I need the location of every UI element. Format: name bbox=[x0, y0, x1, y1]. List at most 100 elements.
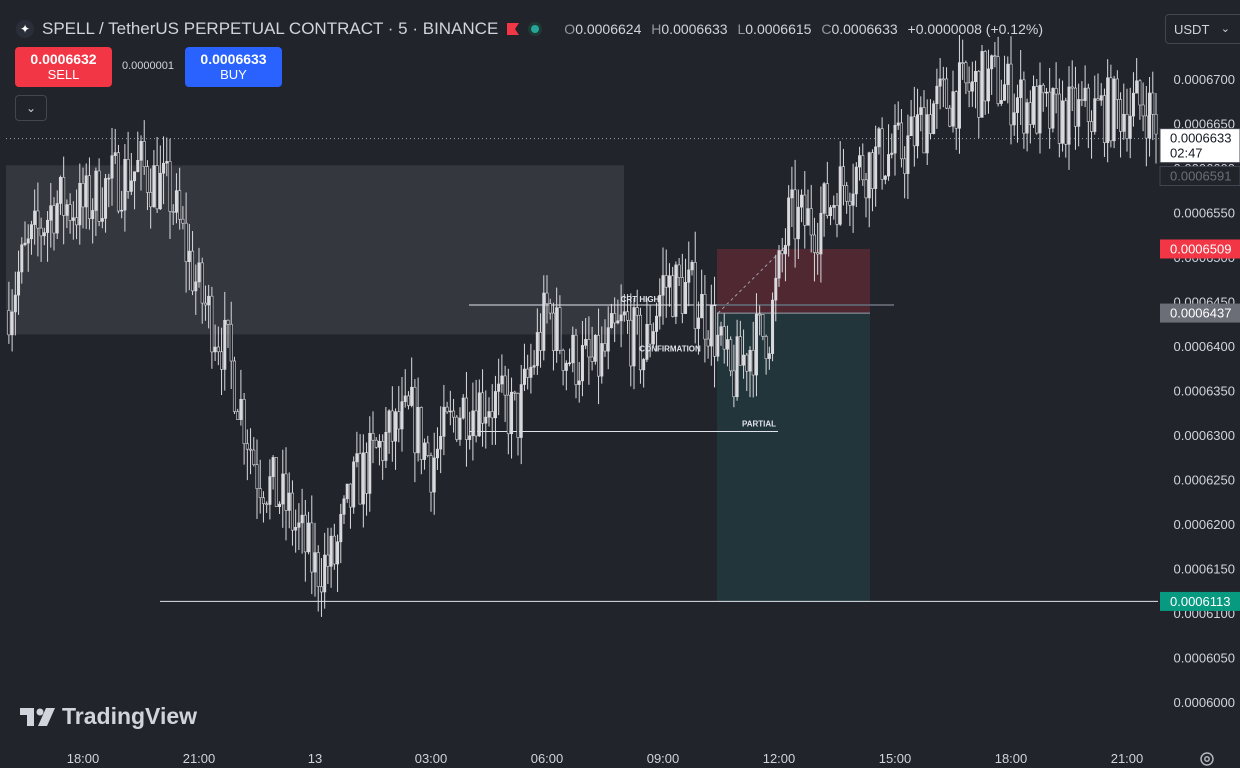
candle bbox=[42, 227, 46, 246]
candle bbox=[800, 189, 804, 223]
candle bbox=[377, 434, 381, 466]
candle bbox=[638, 307, 642, 384]
candle bbox=[258, 459, 262, 514]
candle-body bbox=[152, 165, 156, 208]
candle bbox=[767, 346, 771, 370]
candle-body bbox=[941, 78, 945, 81]
candle bbox=[938, 58, 942, 110]
candle bbox=[880, 117, 884, 190]
candle bbox=[516, 392, 520, 456]
candle-body bbox=[961, 62, 965, 64]
candle bbox=[1035, 79, 1039, 135]
candle bbox=[458, 407, 462, 446]
candle-body bbox=[832, 205, 836, 208]
candle-body bbox=[377, 440, 381, 448]
candle-body bbox=[858, 155, 862, 168]
candle-body bbox=[419, 407, 423, 460]
symbol-title[interactable]: SPELL / TetherUS PERPETUAL CONTRACT · 5 … bbox=[42, 19, 499, 38]
candle-body bbox=[680, 277, 684, 314]
candle bbox=[152, 150, 156, 208]
candle bbox=[510, 377, 514, 459]
time-axis[interactable]: 18:00 21:00 13 03:00 06:00 09:00 12:00 15:00 18:… bbox=[67, 751, 1144, 766]
candle bbox=[271, 455, 275, 490]
candle bbox=[922, 90, 926, 154]
candle-body bbox=[36, 210, 40, 229]
candle-body bbox=[841, 166, 845, 186]
candle-body bbox=[403, 395, 407, 402]
candle-body bbox=[922, 107, 926, 154]
candle-body bbox=[142, 140, 146, 167]
candle bbox=[561, 348, 565, 386]
tradingview-logo[interactable]: TradingView bbox=[20, 703, 197, 730]
flag-icon[interactable] bbox=[506, 22, 520, 36]
candle bbox=[780, 237, 784, 273]
candle-body bbox=[207, 295, 211, 306]
candle-body bbox=[252, 449, 256, 465]
candle-body bbox=[957, 62, 961, 129]
candle bbox=[758, 305, 762, 336]
candle-body bbox=[648, 323, 652, 345]
candle-body bbox=[181, 218, 185, 224]
candle-body bbox=[1148, 92, 1152, 139]
candle-body bbox=[1086, 87, 1090, 122]
candle-body bbox=[239, 399, 243, 420]
candle bbox=[848, 192, 852, 227]
candle bbox=[526, 354, 530, 390]
candle-body bbox=[100, 218, 104, 222]
candle bbox=[568, 348, 572, 367]
candle-body bbox=[812, 234, 816, 253]
candle-body bbox=[1009, 63, 1013, 126]
currency-select[interactable]: USDT ⌄ bbox=[1165, 14, 1240, 44]
candle-body bbox=[758, 313, 762, 316]
candle bbox=[46, 211, 50, 262]
candle bbox=[571, 326, 575, 373]
candle-body bbox=[503, 375, 507, 396]
candle bbox=[1106, 59, 1110, 163]
candle bbox=[403, 369, 407, 408]
candle-body bbox=[220, 351, 224, 370]
candle-body bbox=[410, 386, 414, 406]
candle bbox=[493, 375, 497, 445]
candle-body bbox=[513, 391, 517, 394]
sell-button[interactable]: 0.0006632 SELL bbox=[15, 47, 112, 87]
candle bbox=[861, 143, 865, 186]
candle bbox=[745, 352, 749, 391]
candle bbox=[75, 189, 79, 240]
candle bbox=[419, 406, 423, 475]
candle bbox=[783, 228, 787, 282]
candle bbox=[245, 429, 249, 481]
candle bbox=[890, 133, 894, 159]
settings-gear-icon[interactable] bbox=[1198, 750, 1216, 768]
collapse-button[interactable]: ⌄ bbox=[15, 95, 47, 121]
buy-button[interactable]: 0.0006633 BUY bbox=[185, 47, 282, 87]
candle-body bbox=[693, 262, 697, 329]
candle-body bbox=[29, 224, 33, 240]
candle bbox=[1009, 36, 1013, 145]
candle-body bbox=[742, 354, 746, 366]
candle-body bbox=[822, 183, 826, 214]
candle bbox=[1125, 88, 1129, 152]
candle bbox=[274, 457, 278, 508]
candle-body bbox=[184, 222, 188, 262]
candle-body bbox=[1073, 87, 1077, 127]
candle bbox=[200, 257, 204, 324]
stop-zone bbox=[717, 248, 870, 314]
candle bbox=[220, 327, 224, 396]
candle bbox=[632, 297, 636, 390]
candle-body bbox=[413, 386, 417, 454]
candle bbox=[606, 306, 610, 370]
candle-body bbox=[261, 497, 265, 505]
candle bbox=[790, 166, 794, 228]
candle-body bbox=[123, 159, 127, 211]
candle-body bbox=[342, 498, 346, 515]
y-tick-label: 0.0006050 bbox=[1174, 651, 1235, 666]
candles-layer bbox=[7, 34, 1158, 617]
candle-body bbox=[793, 189, 797, 240]
candle-body bbox=[938, 78, 942, 87]
candle bbox=[977, 70, 981, 139]
candle-body bbox=[365, 452, 369, 494]
candle bbox=[1054, 62, 1058, 114]
candle bbox=[1112, 75, 1116, 149]
